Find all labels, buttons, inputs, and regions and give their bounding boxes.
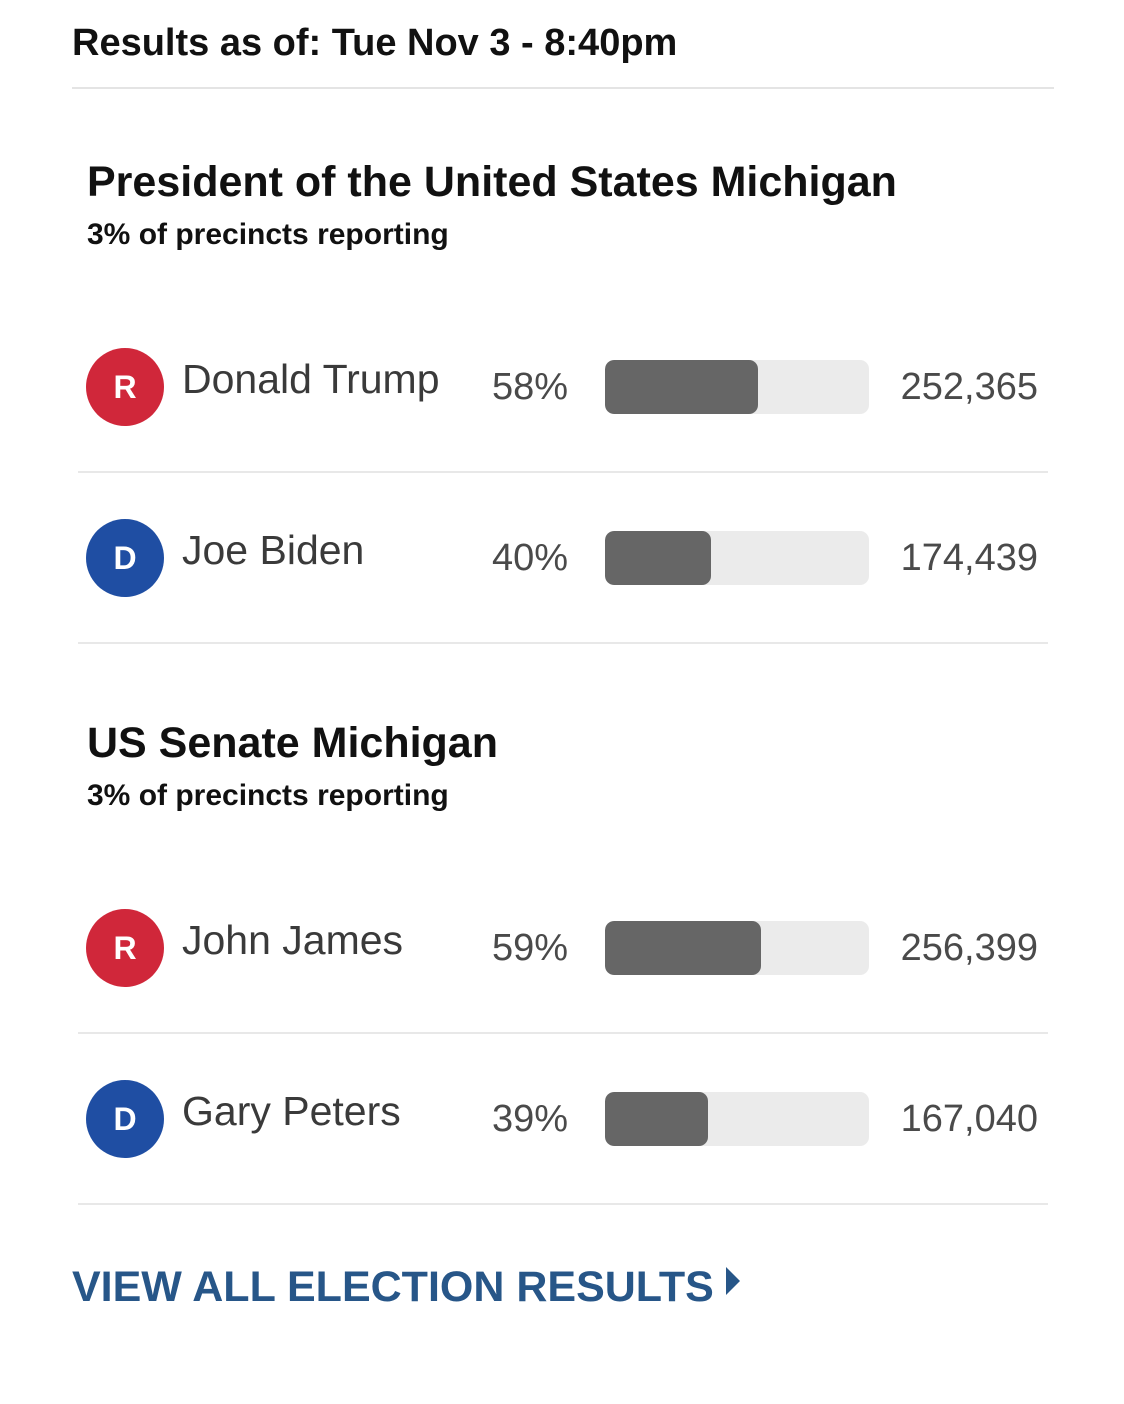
vote-count: 252,365 xyxy=(900,366,1038,408)
vote-bar-fill xyxy=(605,921,761,975)
race-title-senate: US Senate Michigan xyxy=(87,719,498,767)
header-divider xyxy=(72,87,1054,89)
candidate-name: Donald Trump xyxy=(182,356,440,402)
candidate-row: R John James 59% 256,399 xyxy=(78,864,1048,1035)
vote-count: 167,040 xyxy=(900,1098,1038,1140)
vote-bar xyxy=(605,921,869,975)
candidate-row: D Gary Peters 39% 167,040 xyxy=(78,1035,1048,1206)
party-badge-icon: R xyxy=(86,348,164,426)
candidate-row: D Joe Biden 40% 174,439 xyxy=(78,474,1048,645)
vote-percent: 59% xyxy=(492,927,569,969)
vote-bar-fill xyxy=(605,360,758,414)
vote-count: 174,439 xyxy=(900,537,1038,579)
vote-bar-fill xyxy=(605,531,711,585)
race-reporting-senate: 3% of precincts reporting xyxy=(87,779,449,812)
vote-percent: 39% xyxy=(492,1098,569,1140)
view-all-results-link[interactable]: VIEW ALL ELECTION RESULTS xyxy=(72,1262,740,1312)
race-title-president: President of the United States Michigan xyxy=(87,158,897,206)
candidate-name: John James xyxy=(182,917,404,963)
party-badge-icon: D xyxy=(86,1080,164,1158)
vote-bar-fill xyxy=(605,1092,708,1146)
race-reporting-president: 3% of precincts reporting xyxy=(87,218,449,251)
results-timestamp: Results as of: Tue Nov 3 - 8:40pm xyxy=(72,22,678,64)
vote-bar xyxy=(605,1092,869,1146)
row-divider xyxy=(78,1032,1048,1034)
vote-count: 256,399 xyxy=(900,927,1038,969)
view-all-results-label: VIEW ALL ELECTION RESULTS xyxy=(72,1263,714,1311)
candidate-name: Gary Peters xyxy=(182,1088,401,1134)
vote-bar xyxy=(605,360,869,414)
party-badge-icon: D xyxy=(86,519,164,597)
vote-percent: 40% xyxy=(492,537,569,579)
candidate-name: Joe Biden xyxy=(182,527,365,573)
party-badge-icon: R xyxy=(86,909,164,987)
vote-bar xyxy=(605,531,869,585)
candidate-row: R Donald Trump 58% 252,365 xyxy=(78,303,1048,474)
row-divider xyxy=(78,471,1048,473)
row-divider xyxy=(78,1203,1048,1205)
caret-right-icon xyxy=(725,1267,740,1295)
vote-percent: 58% xyxy=(492,366,569,408)
row-divider xyxy=(78,642,1048,644)
